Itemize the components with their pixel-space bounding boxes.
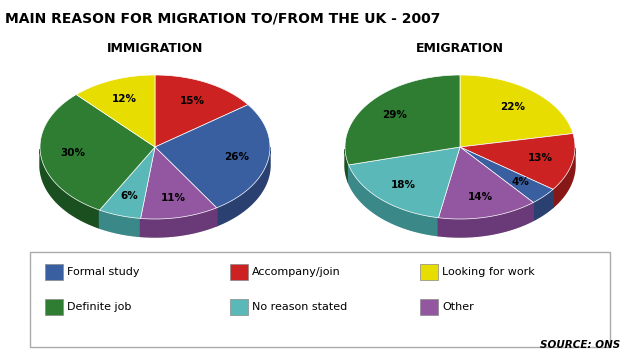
- Polygon shape: [345, 93, 575, 237]
- Polygon shape: [438, 147, 460, 236]
- Polygon shape: [460, 147, 553, 207]
- Bar: [420, 264, 438, 280]
- Polygon shape: [155, 75, 248, 147]
- Text: 11%: 11%: [161, 193, 186, 203]
- Text: 6%: 6%: [120, 191, 138, 201]
- Polygon shape: [141, 147, 155, 237]
- Polygon shape: [100, 147, 155, 228]
- Text: 12%: 12%: [112, 94, 137, 104]
- Polygon shape: [349, 147, 460, 218]
- Text: Accompany/join: Accompany/join: [252, 267, 340, 277]
- Polygon shape: [76, 75, 155, 147]
- Polygon shape: [141, 208, 216, 237]
- Polygon shape: [553, 148, 575, 207]
- Text: 4%: 4%: [511, 177, 529, 188]
- Polygon shape: [100, 210, 141, 237]
- Polygon shape: [460, 75, 573, 147]
- Text: 30%: 30%: [60, 149, 85, 158]
- Polygon shape: [438, 147, 460, 236]
- Polygon shape: [460, 147, 553, 207]
- Polygon shape: [155, 105, 270, 208]
- FancyBboxPatch shape: [30, 252, 610, 347]
- Text: 22%: 22%: [500, 102, 525, 112]
- Polygon shape: [345, 149, 349, 183]
- Text: EMIGRATION: EMIGRATION: [416, 42, 504, 55]
- Text: 18%: 18%: [391, 180, 416, 190]
- Text: No reason stated: No reason stated: [252, 302, 348, 312]
- Text: 29%: 29%: [382, 110, 407, 120]
- Text: 15%: 15%: [180, 96, 205, 106]
- Polygon shape: [155, 147, 216, 226]
- Text: Other: Other: [442, 302, 474, 312]
- Polygon shape: [141, 147, 155, 237]
- Bar: [420, 299, 438, 315]
- Polygon shape: [349, 147, 460, 183]
- Polygon shape: [100, 147, 155, 219]
- Polygon shape: [460, 147, 533, 220]
- Bar: [230, 264, 248, 280]
- Text: MAIN REASON FOR MIGRATION TO/FROM THE UK - 2007: MAIN REASON FOR MIGRATION TO/FROM THE UK…: [5, 12, 440, 26]
- Bar: [45, 299, 63, 315]
- Text: 13%: 13%: [528, 153, 554, 163]
- Text: Looking for work: Looking for work: [442, 267, 535, 277]
- Polygon shape: [100, 147, 155, 228]
- Polygon shape: [40, 149, 100, 228]
- Polygon shape: [349, 147, 460, 183]
- Polygon shape: [460, 133, 575, 189]
- Polygon shape: [438, 202, 533, 237]
- Text: Formal study: Formal study: [67, 267, 140, 277]
- Polygon shape: [438, 147, 533, 219]
- Polygon shape: [460, 147, 553, 202]
- Text: 26%: 26%: [224, 152, 249, 162]
- Polygon shape: [533, 189, 553, 220]
- Polygon shape: [345, 75, 460, 165]
- Text: SOURCE: ONS: SOURCE: ONS: [540, 340, 620, 350]
- Polygon shape: [155, 147, 216, 226]
- Polygon shape: [460, 147, 533, 220]
- Polygon shape: [40, 95, 155, 210]
- Polygon shape: [141, 147, 216, 219]
- Polygon shape: [40, 93, 270, 237]
- Text: Definite job: Definite job: [67, 302, 131, 312]
- Polygon shape: [349, 165, 438, 236]
- Bar: [230, 299, 248, 315]
- Bar: [45, 264, 63, 280]
- Text: 14%: 14%: [468, 192, 493, 202]
- Text: IMMIGRATION: IMMIGRATION: [107, 42, 203, 55]
- Polygon shape: [216, 147, 270, 226]
